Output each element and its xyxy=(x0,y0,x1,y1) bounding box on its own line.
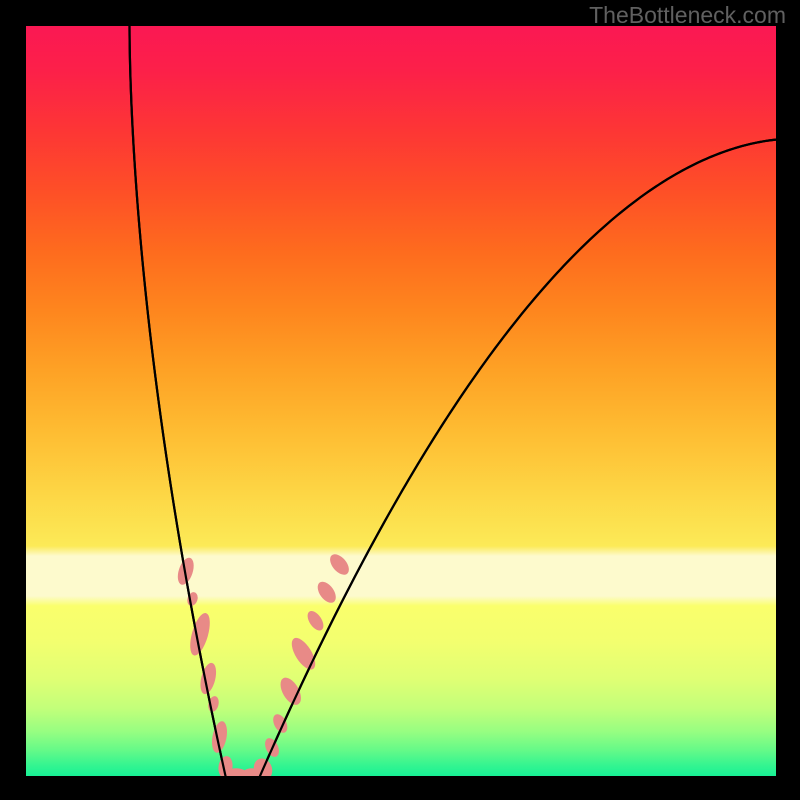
watermark-label: TheBottleneck.com xyxy=(589,2,786,29)
marker-right-5 xyxy=(304,608,326,633)
plot-area xyxy=(26,26,776,776)
marker-right-7 xyxy=(326,551,352,578)
marker-left-1 xyxy=(186,591,200,607)
right-curve xyxy=(260,139,776,777)
right-curve-top xyxy=(260,139,776,777)
marker-right-3 xyxy=(276,674,305,708)
chart-frame: TheBottleneck.com xyxy=(0,0,800,800)
marker-right-6 xyxy=(314,578,339,606)
curve-layer xyxy=(26,26,776,776)
